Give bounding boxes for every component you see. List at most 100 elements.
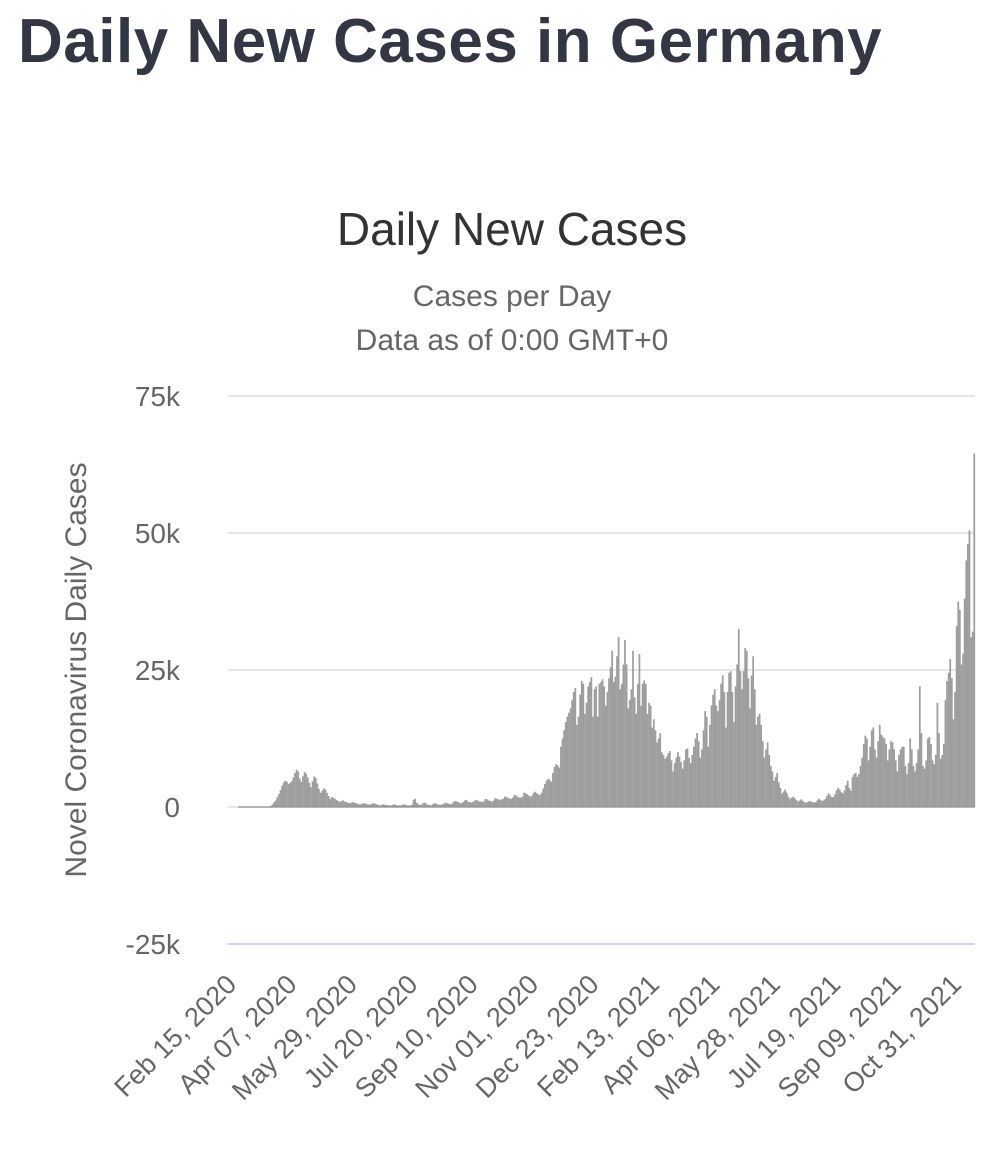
bar: [808, 800, 811, 807]
bar: [766, 742, 769, 807]
bar: [950, 678, 953, 807]
bar: [787, 796, 790, 807]
bar: [388, 805, 391, 807]
bar: [755, 724, 758, 807]
bar: [675, 757, 678, 807]
bar: [521, 796, 524, 807]
bar: [553, 767, 556, 807]
chart-subtitle-line-2: Data as of 0:00 GMT+0: [356, 324, 669, 357]
bar: [859, 765, 862, 807]
bar: [532, 792, 535, 807]
bar: [387, 805, 389, 807]
bar: [588, 682, 591, 807]
bar: [745, 650, 748, 807]
bar: [702, 730, 705, 807]
bar: [346, 802, 349, 807]
bar: [476, 800, 479, 807]
bar: [612, 682, 615, 807]
bar: [491, 801, 493, 807]
bar: [372, 803, 375, 807]
bar: [918, 686, 921, 807]
bar: [867, 760, 870, 807]
bar: [499, 799, 501, 807]
bar: [901, 746, 904, 807]
bar: [417, 804, 420, 807]
bar: [529, 796, 532, 807]
bar: [649, 705, 652, 807]
bar: [422, 803, 424, 807]
bar: [409, 805, 412, 807]
bar: [883, 738, 886, 807]
bar: [361, 803, 364, 807]
bar: [486, 799, 489, 807]
bar: [611, 650, 614, 807]
bar: [526, 794, 529, 807]
bar: [678, 756, 681, 807]
bar: [569, 708, 572, 807]
bar: [673, 763, 676, 807]
bar: [680, 762, 682, 807]
bar: [431, 804, 434, 807]
bar: [938, 733, 940, 807]
bar: [302, 776, 304, 807]
bar: [273, 802, 275, 807]
bar: [382, 804, 384, 807]
bar: [330, 797, 333, 807]
bar: [300, 781, 303, 807]
y-axis-title: Novel Coronavirus Daily Cases: [60, 462, 93, 877]
bar: [556, 765, 559, 807]
bar: [729, 671, 732, 807]
bar: [396, 805, 399, 807]
bar: [452, 802, 455, 807]
bar: [380, 804, 383, 807]
bar: [701, 749, 703, 807]
bar: [768, 754, 771, 807]
bar: [718, 700, 721, 807]
bar: [760, 724, 763, 807]
bar: [468, 802, 471, 807]
bar: [809, 801, 812, 807]
bar: [753, 689, 756, 807]
bar: [717, 711, 719, 807]
bar: [826, 796, 828, 807]
bar: [316, 783, 319, 807]
bar: [846, 780, 849, 807]
bar: [638, 654, 641, 807]
bar: [580, 680, 583, 807]
bar: [510, 798, 513, 807]
bar: [971, 631, 974, 807]
bar: [874, 749, 876, 807]
chart-subtitle-line-1: Cases per Day: [413, 280, 611, 313]
bar: [399, 805, 402, 807]
bar: [691, 754, 694, 807]
bar: [475, 799, 477, 807]
bar: [734, 686, 737, 807]
bar: [710, 705, 713, 807]
y-tick-label: 0: [164, 792, 180, 823]
bar: [332, 797, 335, 807]
bar: [776, 773, 779, 807]
bar: [882, 736, 884, 807]
bar: [519, 797, 522, 807]
bar: [484, 798, 487, 807]
bar: [761, 741, 764, 807]
bar: [561, 738, 564, 807]
bar: [681, 768, 684, 807]
bar: [284, 780, 287, 807]
bar: [688, 757, 690, 807]
bar: [683, 760, 686, 807]
bar: [572, 691, 575, 807]
bar: [457, 802, 460, 807]
bar: [697, 741, 700, 807]
bar: [707, 746, 710, 807]
bar: [657, 738, 660, 807]
bar: [494, 798, 497, 807]
bar: [286, 781, 288, 807]
bar: [854, 773, 857, 807]
bar: [958, 609, 961, 807]
bar: [592, 716, 594, 807]
bar: [290, 781, 293, 807]
bar: [667, 753, 670, 807]
